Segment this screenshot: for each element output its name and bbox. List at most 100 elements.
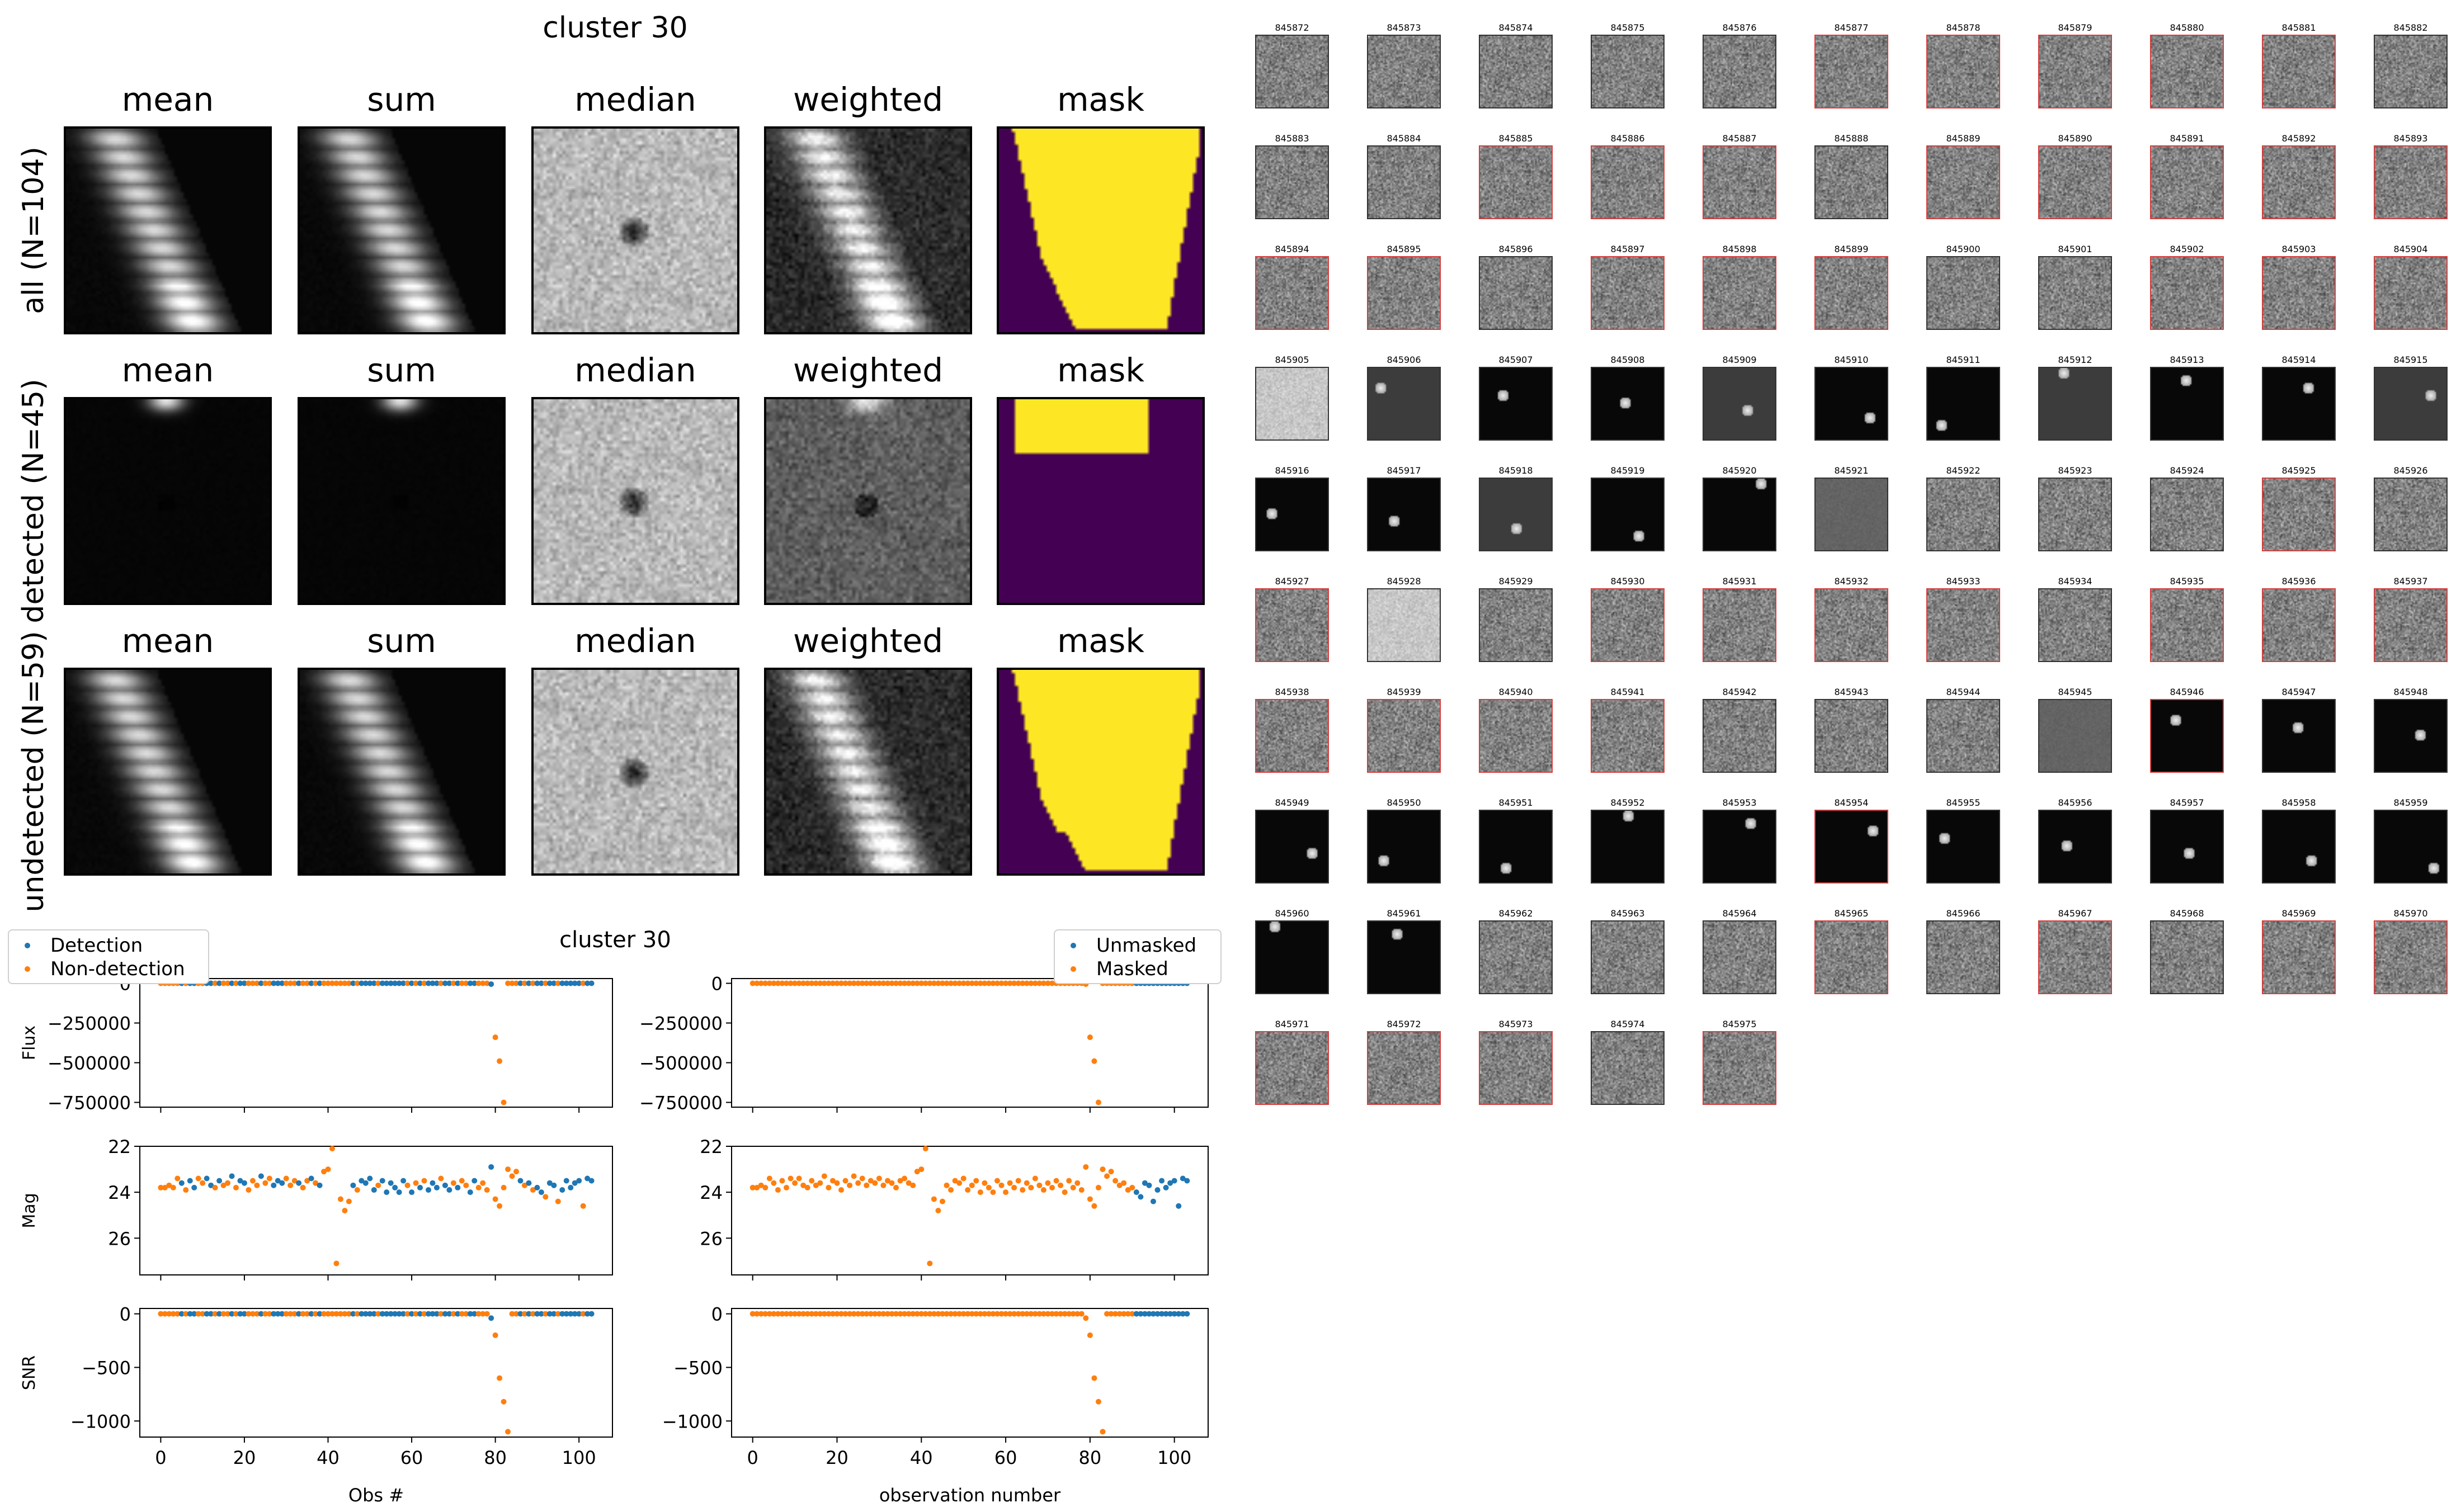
data-point: [893, 980, 899, 986]
data-point: [300, 1184, 306, 1190]
thumbnail-image: [1814, 35, 1888, 108]
thumbnail-image: [1479, 145, 1553, 219]
data-point: [266, 1175, 272, 1182]
data-point: [851, 980, 857, 986]
data-point: [998, 1311, 1005, 1317]
thumbnail-id: 845897: [1610, 244, 1645, 254]
thumbnail-image: [2038, 256, 2112, 330]
data-point: [538, 980, 544, 986]
data-point: [876, 1311, 882, 1317]
data-point: [442, 980, 448, 986]
thumbnail: 845905: [1251, 355, 1340, 450]
image-panel-sum: [298, 397, 506, 605]
data-point: [200, 1311, 206, 1317]
thumbnail-id: 845946: [2170, 687, 2204, 697]
data-point: [200, 1180, 206, 1186]
thumbnail-image: [2038, 367, 2112, 441]
data-point: [914, 980, 920, 986]
data-point: [826, 980, 832, 986]
data-point: [526, 1311, 532, 1317]
data-point: [784, 1311, 790, 1317]
data-point: [766, 980, 772, 986]
data-point: [446, 980, 452, 986]
thumbnail-id: 845915: [2393, 355, 2428, 365]
data-point: [249, 1311, 256, 1317]
data-point: [396, 1311, 402, 1317]
data-point: [287, 980, 294, 986]
image-panel-sum: [298, 126, 506, 334]
data-point: [1045, 1311, 1051, 1317]
data-point: [438, 980, 444, 986]
y-tick-label: −500: [673, 1357, 723, 1378]
data-point: [889, 980, 895, 986]
data-point: [492, 1332, 498, 1338]
y-tick-label: −250000: [48, 1013, 131, 1034]
data-point: [472, 1311, 478, 1317]
thumbnail: 845924: [2146, 465, 2235, 560]
thumbnail-id: 845964: [1722, 908, 1757, 919]
thumbnail-id: 845925: [2281, 465, 2316, 476]
data-point: [346, 1311, 352, 1317]
thumbnail-id: 845952: [1610, 797, 1645, 808]
image-panel-sum: [298, 668, 506, 876]
data-point: [463, 1311, 469, 1317]
thumbnail-image: [1703, 810, 1776, 883]
data-point: [229, 980, 235, 986]
data-point: [1108, 1311, 1114, 1317]
data-point: [438, 1311, 444, 1317]
thumbnail-id: 845906: [1387, 355, 1421, 365]
image-canvas: [300, 670, 503, 873]
thumbnail: 845928: [1362, 576, 1452, 671]
data-point: [855, 1180, 861, 1186]
thumbnail-image: [1591, 1031, 1665, 1105]
thumbnail-id: 845911: [1946, 355, 1981, 365]
thumbnail-image: [1479, 35, 1553, 108]
thumbnail-image: [1814, 920, 1888, 994]
thumbnail: 845876: [1698, 22, 1788, 117]
thumbnail-image: [2262, 920, 2336, 994]
data-point: [859, 1175, 865, 1182]
data-point: [749, 980, 756, 986]
data-point: [555, 1311, 561, 1317]
data-point: [884, 980, 890, 986]
x-tick-label: 80: [1079, 1447, 1102, 1468]
thumbnail-id: 845968: [2170, 908, 2204, 919]
data-point: [321, 1311, 327, 1317]
data-point: [241, 1180, 247, 1186]
y-tick-label: 22: [700, 1136, 723, 1157]
data-point: [375, 1182, 381, 1188]
data-point: [317, 1182, 323, 1188]
data-point: [521, 1311, 527, 1317]
data-point: [1040, 1311, 1046, 1317]
thumbnail-id: 845908: [1610, 355, 1645, 365]
data-point: [568, 980, 574, 986]
data-point: [880, 1182, 887, 1188]
data-point: [321, 1169, 327, 1175]
image-canvas: [766, 129, 970, 332]
image-canvas: [999, 129, 1203, 332]
data-point: [889, 1180, 895, 1186]
thumbnail-image: [2262, 699, 2336, 773]
thumbnail: 845935: [2146, 576, 2235, 671]
data-point: [842, 1178, 848, 1184]
thumbnail-id: 845975: [1722, 1019, 1757, 1029]
thumbnail-image: [1814, 588, 1888, 662]
image-panel-weighted: [764, 126, 972, 334]
data-point: [906, 1180, 912, 1186]
thumbnail-id: 845885: [1498, 133, 1533, 144]
panel-title: mask: [1057, 81, 1144, 119]
data-point: [1032, 1175, 1038, 1182]
thumbnail-id: 845962: [1498, 908, 1533, 919]
data-point: [876, 980, 882, 986]
thumbnail-id: 845933: [1946, 576, 1981, 587]
data-point: [982, 1311, 988, 1317]
thumbnail: 845879: [2034, 22, 2123, 117]
data-point: [501, 1099, 507, 1105]
thumbnail-id: 845907: [1498, 355, 1533, 365]
data-point: [864, 980, 870, 986]
data-point: [313, 1180, 319, 1186]
data-point: [1007, 1180, 1013, 1186]
data-point: [258, 1173, 264, 1179]
thumbnail: 845938: [1251, 687, 1340, 782]
data-point: [430, 1311, 436, 1317]
